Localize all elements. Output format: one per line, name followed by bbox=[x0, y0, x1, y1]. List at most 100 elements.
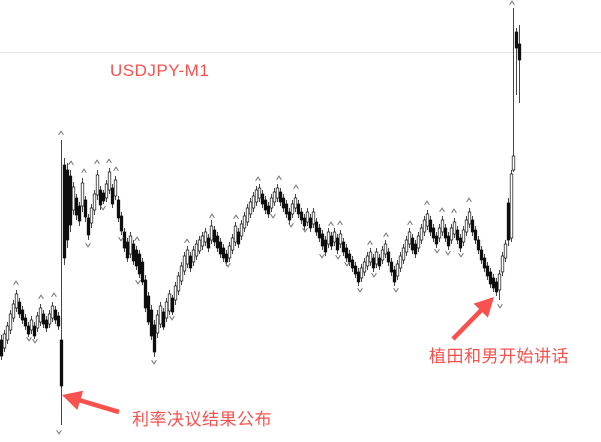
price-bar bbox=[0, 339, 4, 357]
price-bar bbox=[140, 261, 145, 283]
price-bar bbox=[371, 257, 376, 269]
price-bar bbox=[323, 239, 328, 253]
price-bar bbox=[356, 271, 361, 283]
fractal-up-icon bbox=[233, 214, 239, 220]
price-bar bbox=[251, 195, 256, 209]
price-bar bbox=[278, 191, 283, 203]
price-bar bbox=[50, 305, 55, 319]
fractal-down-icon bbox=[371, 272, 377, 278]
price-bar bbox=[221, 247, 226, 259]
price-bar bbox=[506, 202, 511, 241]
price-bar bbox=[266, 205, 271, 215]
price-bar bbox=[497, 273, 502, 291]
fractal-down-icon bbox=[302, 227, 308, 233]
price-bar bbox=[413, 243, 418, 255]
price-bar bbox=[368, 251, 373, 263]
price-bar bbox=[383, 243, 388, 255]
price-bar bbox=[416, 235, 421, 249]
price-bar bbox=[326, 231, 331, 245]
price-bar bbox=[359, 267, 364, 279]
annotation-ueda-speech: 植田和男开始讲话 bbox=[429, 347, 569, 366]
price-bar bbox=[308, 217, 313, 229]
price-bar bbox=[347, 253, 352, 263]
price-bar bbox=[269, 197, 274, 209]
price-bar bbox=[260, 193, 265, 205]
fractal-up-icon bbox=[255, 176, 261, 182]
annotation-arrows bbox=[62, 297, 494, 415]
price-bar bbox=[65, 169, 70, 241]
fractal-down-icon bbox=[169, 315, 175, 321]
price-bar bbox=[134, 249, 139, 267]
price-bar bbox=[143, 279, 148, 309]
price-bar bbox=[236, 231, 241, 245]
fractal-up-icon bbox=[38, 294, 44, 300]
price-bar bbox=[377, 257, 382, 267]
price-bar bbox=[386, 251, 391, 263]
price-bar bbox=[290, 203, 295, 215]
price-bar bbox=[470, 219, 475, 233]
fractal-down-icon bbox=[335, 254, 341, 260]
price-bar bbox=[311, 211, 316, 225]
price-bar bbox=[353, 265, 358, 275]
price-bar bbox=[434, 235, 439, 245]
price-bar bbox=[230, 237, 235, 251]
price-bar bbox=[473, 229, 478, 241]
price-bar bbox=[281, 197, 286, 209]
price-bar bbox=[503, 243, 508, 259]
price-bar bbox=[437, 227, 442, 239]
fractal-down-icon bbox=[445, 250, 451, 256]
price-bar bbox=[167, 293, 172, 312]
fractal-up-icon bbox=[113, 166, 119, 172]
price-bar bbox=[92, 193, 97, 211]
price-bar bbox=[338, 233, 343, 245]
fractal-up-icon bbox=[383, 232, 389, 238]
price-bar bbox=[29, 319, 34, 331]
price-bar bbox=[119, 215, 124, 232]
fractal-up-icon bbox=[439, 207, 445, 213]
fractal-up-icon bbox=[58, 130, 64, 136]
price-bar bbox=[59, 339, 64, 387]
price-bar bbox=[227, 245, 232, 259]
price-bar bbox=[218, 241, 223, 255]
fractal-down-icon bbox=[56, 429, 62, 435]
fractal-down-icon bbox=[135, 279, 141, 285]
fractal-up-icon bbox=[68, 160, 74, 166]
price-bar bbox=[11, 303, 16, 319]
fractal-up-icon bbox=[13, 280, 19, 286]
price-bar bbox=[272, 191, 277, 203]
price-bar bbox=[113, 179, 118, 197]
fractal-down-icon bbox=[85, 242, 91, 248]
price-bar bbox=[137, 253, 142, 275]
fractal-up-icon bbox=[509, 0, 515, 6]
price-bar bbox=[158, 305, 163, 325]
price-bar bbox=[254, 189, 259, 203]
price-bar bbox=[514, 31, 519, 49]
price-bar bbox=[149, 309, 154, 337]
price-bar bbox=[245, 207, 250, 223]
price-bar bbox=[344, 247, 349, 259]
price-bar bbox=[380, 249, 385, 261]
price-bar bbox=[500, 255, 505, 273]
price-bar bbox=[461, 229, 466, 243]
price-bar bbox=[14, 293, 19, 309]
price-bar bbox=[107, 171, 112, 191]
fractal-up-icon bbox=[134, 236, 140, 242]
price-bar bbox=[302, 217, 307, 227]
price-bar bbox=[248, 201, 253, 215]
price-bar bbox=[191, 249, 196, 263]
price-bar bbox=[44, 319, 49, 329]
price-bar bbox=[98, 189, 103, 206]
price-bar bbox=[200, 235, 205, 247]
price-bar bbox=[485, 265, 490, 277]
price-bar bbox=[173, 285, 178, 301]
price-bar bbox=[26, 325, 31, 335]
price-bar bbox=[101, 192, 106, 202]
price-bar bbox=[56, 315, 61, 327]
price-bar bbox=[185, 249, 190, 265]
price-bar bbox=[224, 253, 229, 263]
fractal-down-icon bbox=[319, 253, 325, 259]
price-bar bbox=[89, 207, 94, 224]
price-bar bbox=[341, 241, 346, 253]
